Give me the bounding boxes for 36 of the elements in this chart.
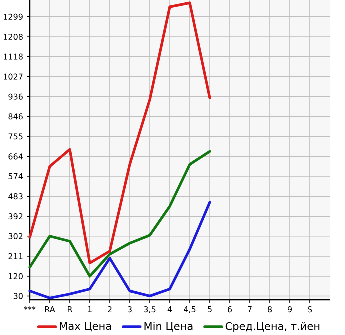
line-series: [28, 201, 212, 300]
y-tick-label: 1027: [4, 74, 23, 80]
x-tick-label: 3,5: [144, 306, 156, 314]
y-tick-label: 392: [8, 214, 23, 220]
line-series: [28, 2, 212, 265]
x-tick-label: 5: [208, 306, 212, 312]
y-tick-label: 936: [8, 94, 23, 100]
y-tick-label: 755: [8, 134, 23, 140]
line-series: [28, 150, 212, 278]
x-tick-label: ***: [24, 306, 36, 310]
y-tick-label: 664: [8, 154, 24, 160]
x-tick-label: 9: [288, 306, 292, 313]
y-tick-label: 1208: [4, 34, 23, 40]
x-tick-label: 4,5: [184, 306, 196, 314]
x-tick-label: 4: [168, 306, 172, 312]
y-tick-label: 574: [8, 174, 24, 180]
y-tick-label: 1299: [4, 14, 23, 20]
y-tick-label: 1118: [4, 54, 23, 60]
x-tick-label: RA: [45, 306, 56, 312]
x-tick-label: 8: [268, 306, 272, 313]
x-tick-label: 6: [228, 306, 232, 313]
x-tick-label: 7: [248, 306, 252, 312]
legend-label: Сред.Цена, т.йен: [226, 322, 320, 332]
y-tick-label: 302: [8, 233, 23, 240]
y-tick-label: 211: [8, 253, 23, 260]
x-tick-label: 1: [88, 306, 92, 312]
legend-label: Min Цена: [144, 322, 193, 332]
legend-label: Max Цена: [60, 322, 112, 332]
y-tick-label: 120: [9, 273, 23, 280]
x-tick-label: 3: [128, 306, 132, 313]
y-tick-label: 30: [14, 293, 23, 300]
x-tick-label: S: [308, 306, 312, 313]
y-tick-label: 846: [8, 114, 23, 120]
y-tick-label: 483: [8, 194, 23, 200]
x-tick-label: R: [68, 306, 73, 312]
x-tick-label: 2: [108, 306, 112, 312]
